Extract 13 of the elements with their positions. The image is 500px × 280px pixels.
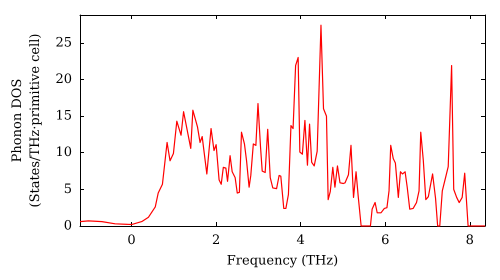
x-tick-label: 2 [212,233,220,248]
x-tick-label: 0 [127,233,136,248]
x-tick-label: 6 [381,233,390,248]
y-tick-label: 5 [64,182,72,197]
y-tick-label: 0 [64,218,72,234]
y-axis-title: Phonon DOS (States/THz·primitive cell) [10,33,44,208]
x-axis-title: Frequency (THz) [226,253,338,268]
x-tick-label: 4 [296,233,305,248]
y-tick-label: 10 [55,145,72,160]
x-tick-label: 8 [466,233,474,248]
y-tick-label: 25 [55,35,72,50]
y-tick-label: 15 [55,108,72,124]
y-tick-label: 20 [55,72,72,87]
